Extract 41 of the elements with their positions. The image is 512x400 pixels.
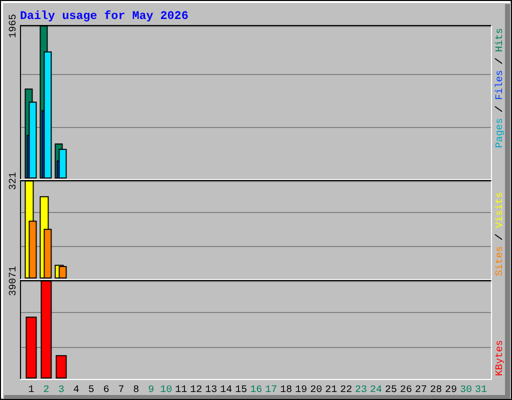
x-tick-label: 19 bbox=[295, 385, 308, 396]
x-tick-label: 16 bbox=[250, 385, 262, 396]
x-tick-label: 8 bbox=[133, 385, 140, 396]
x-tick-label: 26 bbox=[400, 385, 412, 396]
x-tick-label: 1 bbox=[28, 385, 34, 396]
x-tick-label: 2 bbox=[43, 385, 50, 396]
x-tick-label: 29 bbox=[445, 385, 458, 396]
x-tick-label: 10 bbox=[160, 385, 172, 396]
x-tick-label: 14 bbox=[220, 385, 232, 396]
text: KBytes bbox=[495, 340, 506, 376]
x-tick-label: 18 bbox=[280, 385, 292, 396]
x-tick-label: 7 bbox=[118, 385, 124, 396]
x-tick-label: 21 bbox=[325, 385, 338, 396]
x-tick-label: 9 bbox=[148, 385, 154, 396]
x-tick-label: 12 bbox=[190, 385, 202, 396]
x-tick-label: 24 bbox=[370, 385, 382, 396]
x-tick-label: 23 bbox=[355, 385, 368, 396]
x-tick-label: 27 bbox=[415, 385, 428, 396]
x-tick-label: 22 bbox=[340, 385, 352, 396]
y-tick-label: 39071 bbox=[8, 266, 20, 296]
x-tick-label: 30 bbox=[460, 385, 472, 396]
x-tick-label: 6 bbox=[103, 385, 110, 396]
text: Visits bbox=[494, 192, 506, 228]
chart-title: Daily usage for May 2026 bbox=[20, 9, 188, 23]
x-tick-label: 4 bbox=[73, 385, 80, 396]
x-tick-label: 17 bbox=[265, 385, 278, 396]
x-tick-label: 25 bbox=[385, 385, 398, 396]
legend-label: Pages bbox=[495, 118, 506, 148]
text: Hits bbox=[494, 28, 506, 52]
y-tick-label: 321 bbox=[8, 172, 20, 190]
legend-label: Files bbox=[494, 70, 506, 100]
x-tick-label: 3 bbox=[58, 385, 64, 396]
legend-label: Sites bbox=[494, 246, 506, 276]
x-tick-label: 5 bbox=[88, 385, 94, 396]
x-tick-label: 20 bbox=[310, 385, 322, 396]
x-tick-label: 13 bbox=[205, 385, 218, 396]
x-tick-label: 11 bbox=[175, 385, 188, 396]
x-tick-label: 15 bbox=[235, 385, 248, 396]
x-tick-label: 28 bbox=[430, 385, 442, 396]
x-tick-label: 31 bbox=[474, 385, 488, 396]
y-tick-label: 1965 bbox=[8, 14, 20, 38]
